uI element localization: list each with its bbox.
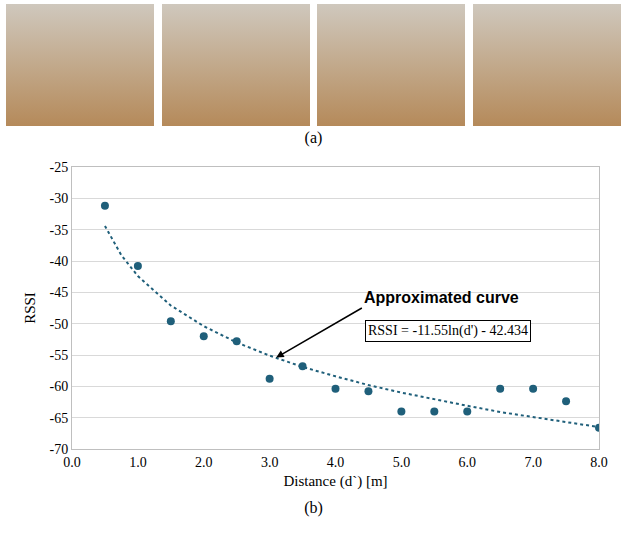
svg-text:2.0: 2.0 (195, 455, 213, 470)
svg-text:-40: -40 (50, 254, 69, 269)
svg-text:-60: -60 (50, 379, 69, 394)
svg-text:-35: -35 (50, 223, 69, 238)
svg-text:-30: -30 (50, 191, 69, 206)
svg-text:6.0: 6.0 (459, 455, 477, 470)
svg-text:-55: -55 (50, 348, 69, 363)
svg-text:7.0: 7.0 (524, 455, 542, 470)
html-text:(a): (a) (304, 129, 323, 146)
svg-text:Approximated curve: Approximated curve (364, 289, 519, 306)
svg-text:0.0: 0.0 (63, 455, 81, 470)
svg-text:3.0: 3.0 (261, 455, 279, 470)
svg-text:RSSI: RSSI (22, 292, 38, 324)
svg-text:-65: -65 (50, 411, 69, 426)
svg-text:Distance (d`) [m]: Distance (d`) [m] (283, 473, 387, 490)
svg-text:4.0: 4.0 (327, 455, 345, 470)
svg-text:5.0: 5.0 (393, 455, 411, 470)
svg-text:-50: -50 (50, 317, 69, 332)
svg-text:8.0: 8.0 (590, 455, 608, 470)
svg-text:-25: -25 (50, 160, 69, 175)
svg-text:-45: -45 (50, 285, 69, 300)
svg-text:-70: -70 (50, 442, 69, 457)
html-text:(b): (b) (304, 499, 323, 516)
svg-text:1.0: 1.0 (129, 455, 147, 470)
svg-text:RSSI = -11.55ln(d') - 42.434: RSSI = -11.55ln(d') - 42.434 (368, 323, 528, 339)
